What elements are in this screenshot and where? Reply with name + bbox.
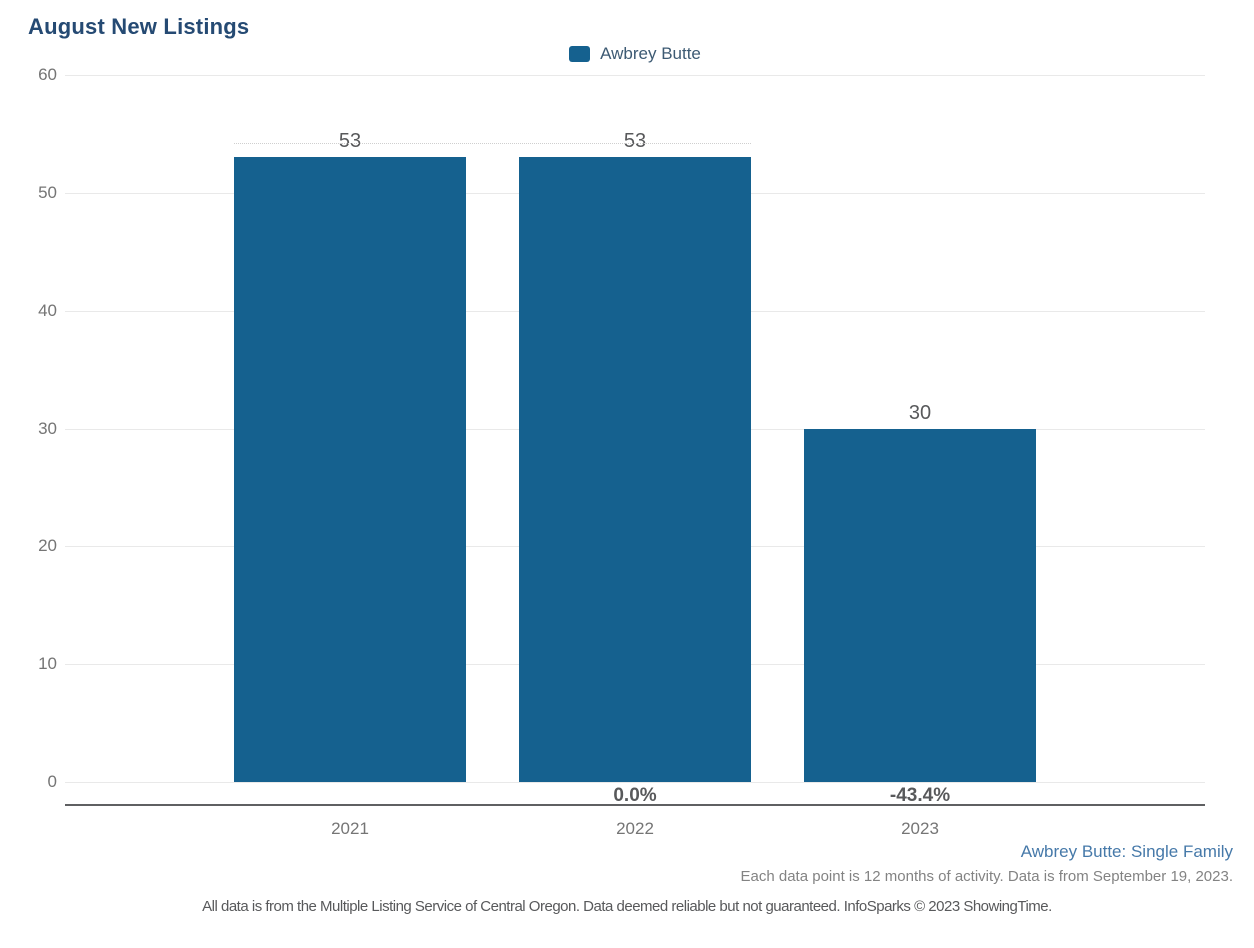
x-axis-line xyxy=(65,804,1205,806)
value-dot-leader xyxy=(234,143,751,145)
y-tick-label-10: 10 xyxy=(38,654,57,674)
footer-series-note: Awbrey Butte: Single Family xyxy=(1020,842,1233,861)
y-tick-label-60: 60 xyxy=(38,65,57,84)
pct-change-label-2023: -43.4% xyxy=(889,785,951,806)
legend-swatch-icon[interactable] xyxy=(569,46,591,62)
bar-2022[interactable] xyxy=(519,157,751,782)
bar-value-label-2021: 53 xyxy=(338,130,362,153)
y-tick-label-50: 50 xyxy=(38,182,57,202)
y-tick-label-20: 20 xyxy=(38,536,57,556)
x-tick-label-2021: 2021 xyxy=(331,819,369,838)
x-tick-label-2023: 2023 xyxy=(901,819,939,838)
plot-area: 0 10 20 30 40 50 60 53 2021 53 0.0% 2022 30 -43.4% 202… xyxy=(38,65,1205,838)
gridline-y-60 xyxy=(65,75,1205,76)
bar-2023[interactable] xyxy=(804,428,1036,782)
footer-disclaimer: All data is from the Multiple Listing Se… xyxy=(202,898,1052,915)
footer-data-note: Each data point is 12 months of activity… xyxy=(740,868,1233,885)
legend: Awbrey Butte xyxy=(65,44,1205,64)
chart-title: August New Listings xyxy=(28,14,250,39)
x-tick-label-2022: 2022 xyxy=(616,819,654,838)
bar-2021[interactable] xyxy=(234,157,466,782)
legend-label[interactable]: Awbrey Butte xyxy=(600,44,701,63)
bar-value-label-2022: 53 xyxy=(623,130,647,153)
bar-value-label-2023: 30 xyxy=(908,401,932,424)
y-tick-label-40: 40 xyxy=(38,300,57,320)
gridline-y-0 xyxy=(65,782,1205,783)
y-tick-label-30: 30 xyxy=(38,418,57,438)
y-tick-label-0: 0 xyxy=(47,772,57,791)
pct-change-label-2022: 0.0% xyxy=(613,785,657,806)
